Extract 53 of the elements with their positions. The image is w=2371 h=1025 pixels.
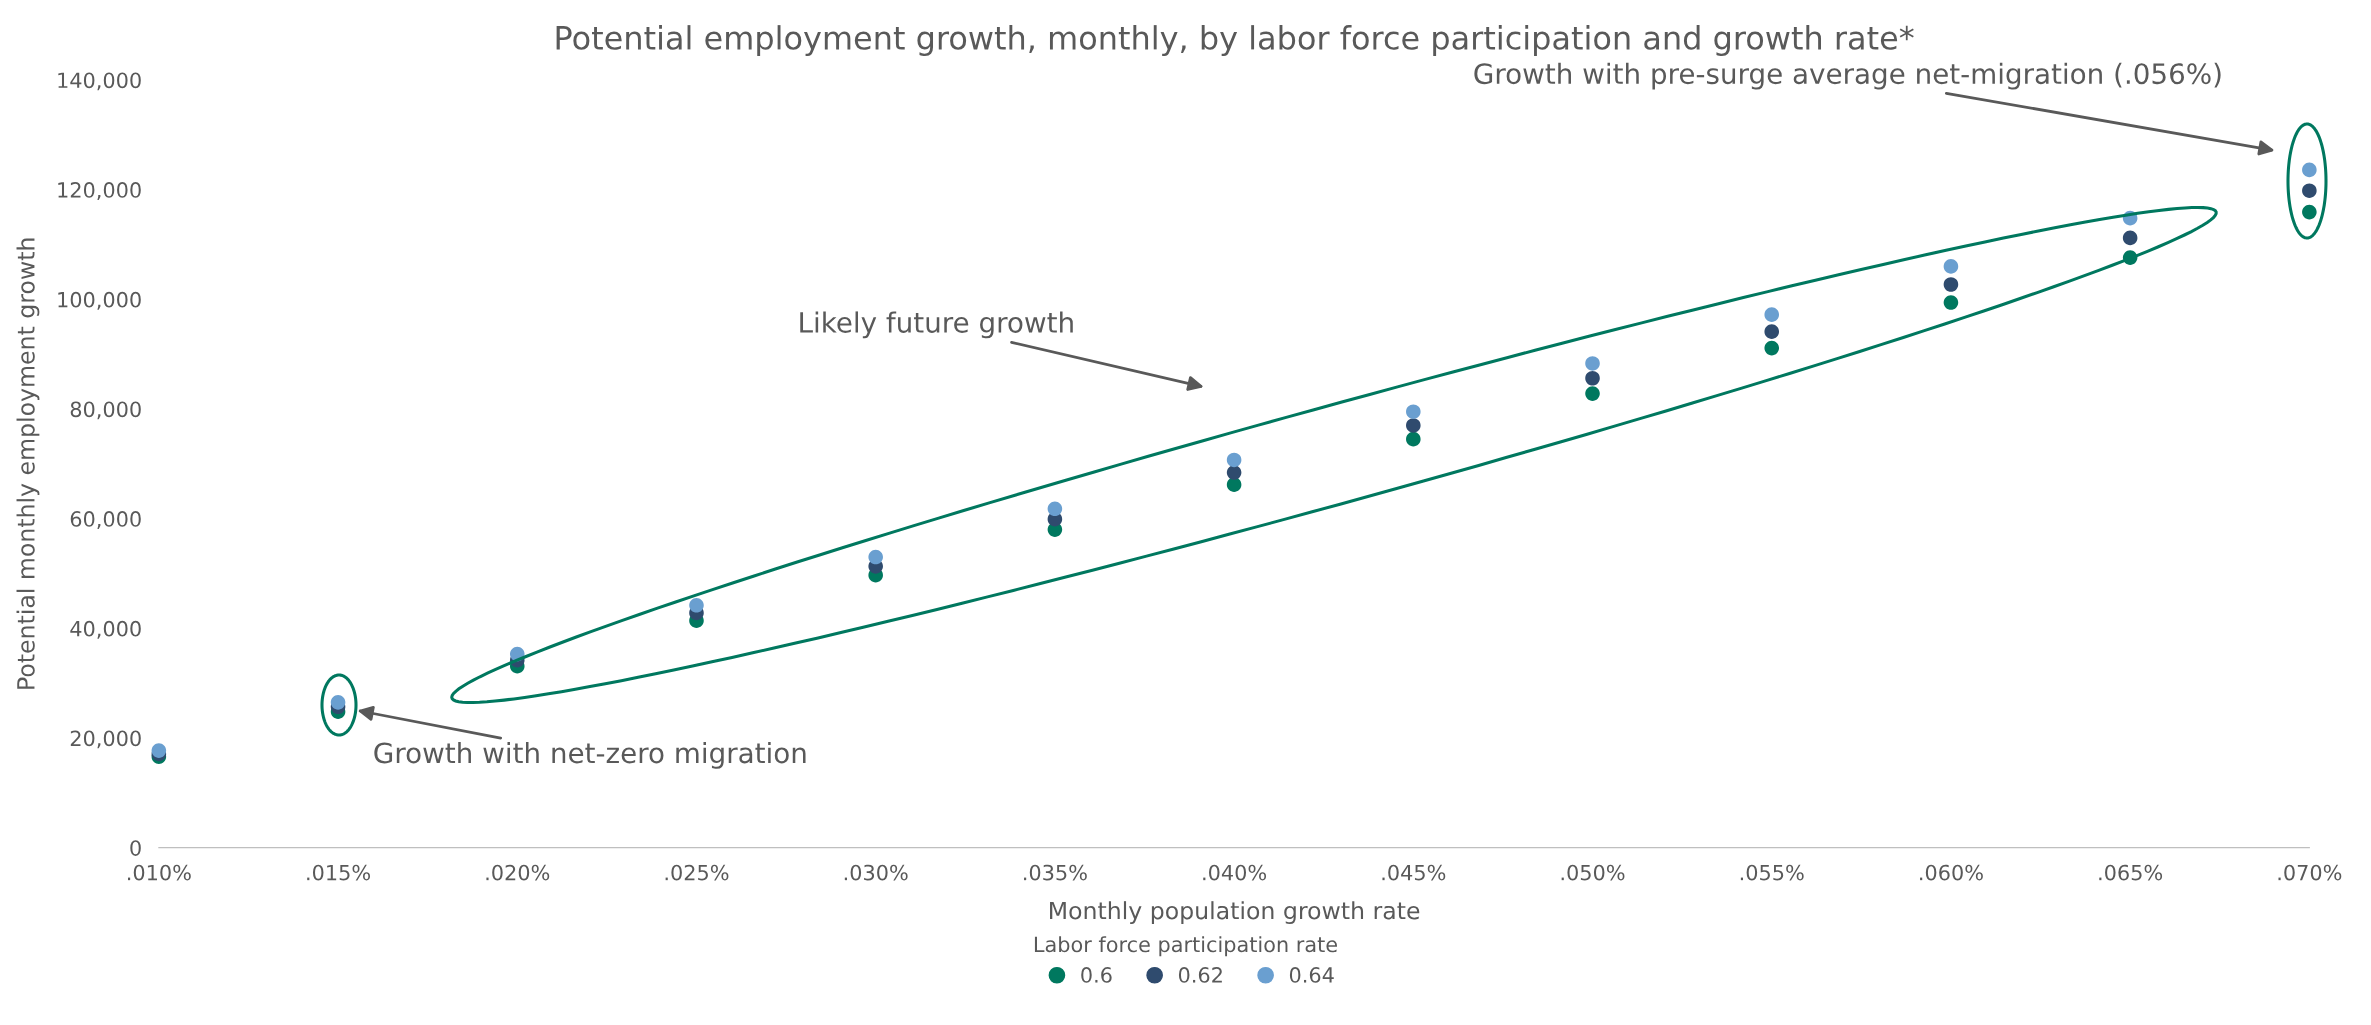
point xyxy=(2302,204,2317,220)
chart-title: Potential employment growth, monthly, by labor force participation and growth rate* xyxy=(556,25,1914,57)
point xyxy=(1585,356,1600,371)
y-tick-label: 120,000 xyxy=(58,182,141,200)
y-tick-label: 40,000 xyxy=(70,620,141,639)
point xyxy=(1047,501,1063,517)
x-tick-label: .070% xyxy=(2278,864,2342,881)
x-tick-label: .040% xyxy=(1203,864,1267,881)
x-tick-label: .025% xyxy=(665,864,729,881)
point xyxy=(1226,452,1242,468)
y-axis-title: Potential monthly employment growth xyxy=(16,238,40,689)
x-tick-label: .030% xyxy=(844,864,908,881)
point xyxy=(1406,418,1421,433)
legend-title: Labor force participation rate xyxy=(1034,936,1337,957)
y-tick-label: 80,000 xyxy=(70,401,141,420)
point xyxy=(2122,230,2138,246)
point xyxy=(1585,386,1600,401)
point xyxy=(1406,431,1421,447)
legend-label: 0.6 xyxy=(1081,967,1112,983)
y-tick-label: 60,000 xyxy=(70,511,141,529)
point xyxy=(2302,183,2317,199)
x-tick-label: .015% xyxy=(307,864,371,881)
x-tick-label: .060% xyxy=(1920,864,1983,881)
x-tick-label: .065% xyxy=(2099,864,2163,881)
annotation: Growth with net-zero migration xyxy=(374,741,806,769)
point xyxy=(1943,295,1959,310)
x-tick-label: .035% xyxy=(1024,864,1087,881)
y-tick-label: 140,000 xyxy=(58,72,141,91)
point xyxy=(1585,370,1600,386)
point xyxy=(1406,404,1421,419)
point xyxy=(1764,324,1780,339)
point xyxy=(689,598,704,613)
x-tick-label: .050% xyxy=(1561,864,1625,881)
legend-label: 0.64 xyxy=(1289,967,1334,983)
point xyxy=(1764,307,1780,322)
annotation: Likely future growth xyxy=(800,311,1073,339)
y-tick-label: 100,000 xyxy=(58,291,141,310)
y-tick-label: 20,000 xyxy=(70,730,141,749)
legend-label: 0.62 xyxy=(1178,967,1222,983)
x-tick-label: .020% xyxy=(486,864,550,881)
annotation: Growth with pre-surge average net-migration (.056%) xyxy=(1474,62,2221,90)
point xyxy=(868,549,883,565)
point xyxy=(151,743,167,758)
y-tick-label: 0 xyxy=(130,840,141,856)
x-tick-label: .055% xyxy=(1740,864,1804,881)
point xyxy=(2302,162,2317,178)
point xyxy=(1943,259,1959,274)
point xyxy=(1764,340,1780,356)
point xyxy=(1943,277,1959,292)
x-tick-label: .045% xyxy=(1382,864,1446,881)
point xyxy=(1226,465,1242,480)
x-axis-title: Monthly population growth rate xyxy=(1050,901,1420,925)
x-tick-label: .010% xyxy=(127,864,191,881)
